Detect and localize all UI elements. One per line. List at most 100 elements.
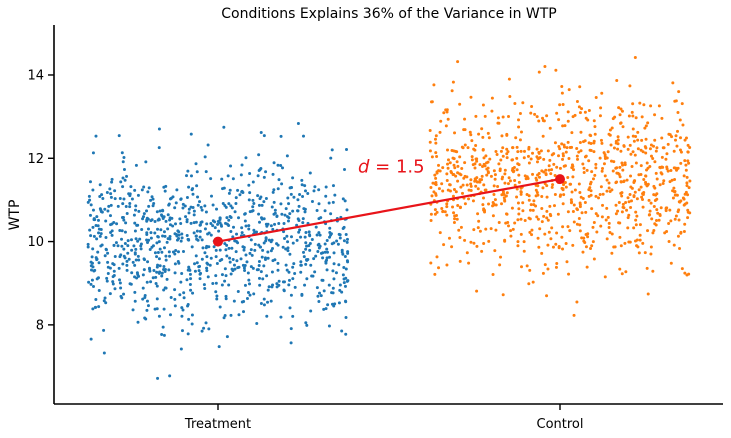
data-point	[262, 241, 266, 245]
data-point	[241, 245, 245, 249]
data-point	[531, 151, 535, 155]
data-point	[590, 244, 594, 248]
data-point	[642, 190, 646, 194]
data-point	[463, 143, 467, 147]
data-point	[227, 283, 231, 287]
data-point	[670, 178, 674, 182]
data-point	[203, 155, 207, 159]
data-point	[133, 290, 137, 294]
data-point	[496, 116, 500, 120]
data-point	[644, 151, 648, 155]
data-point	[230, 267, 234, 271]
data-point	[327, 201, 331, 205]
data-point	[669, 168, 673, 172]
data-point	[628, 240, 632, 244]
data-point	[598, 156, 602, 160]
data-point	[573, 113, 577, 117]
data-point	[561, 247, 565, 251]
data-point	[513, 102, 517, 106]
data-point	[465, 251, 469, 255]
data-point	[253, 248, 257, 252]
data-point	[564, 185, 568, 189]
data-point	[324, 258, 328, 262]
data-point	[284, 247, 288, 251]
data-point	[487, 202, 491, 206]
data-point	[256, 194, 260, 198]
data-point	[96, 250, 100, 254]
y-tick-label: 8	[36, 318, 44, 333]
data-point	[563, 124, 567, 128]
data-point	[296, 198, 300, 202]
data-point	[566, 210, 570, 214]
data-point	[335, 239, 339, 243]
data-point	[552, 204, 556, 208]
data-point	[586, 235, 590, 239]
data-point	[571, 210, 575, 214]
data-point	[640, 138, 644, 142]
data-point	[303, 184, 307, 188]
data-point	[142, 257, 146, 261]
data-point	[259, 301, 263, 305]
data-point	[644, 124, 648, 128]
data-point	[635, 244, 639, 248]
data-point	[135, 223, 139, 227]
data-point	[158, 270, 162, 274]
data-point	[660, 172, 664, 176]
data-point	[341, 226, 345, 230]
data-point	[688, 145, 692, 149]
data-point	[653, 186, 657, 190]
data-point	[653, 198, 657, 202]
data-point	[259, 270, 263, 274]
data-point	[628, 143, 632, 147]
data-point	[679, 136, 683, 140]
data-point	[504, 221, 508, 225]
data-point	[664, 157, 668, 161]
data-point	[225, 216, 229, 220]
data-point	[591, 240, 595, 244]
data-point	[173, 304, 177, 308]
data-point	[229, 230, 233, 234]
data-point	[133, 299, 137, 303]
data-point	[609, 159, 613, 163]
data-point	[649, 252, 653, 256]
data-point	[593, 173, 597, 177]
data-point	[262, 297, 266, 301]
data-point	[325, 247, 329, 251]
data-point	[180, 306, 184, 310]
data-point	[541, 119, 545, 123]
data-point	[201, 246, 205, 250]
data-point	[575, 99, 579, 103]
data-point	[531, 172, 535, 176]
data-point	[614, 212, 618, 216]
data-point	[257, 168, 261, 172]
data-point	[516, 218, 520, 222]
data-point	[655, 208, 659, 212]
data-point	[317, 242, 321, 246]
data-point	[192, 209, 196, 213]
data-point	[134, 208, 138, 212]
data-point	[668, 208, 672, 212]
data-point	[105, 190, 109, 194]
data-point	[450, 245, 454, 249]
data-point	[126, 239, 130, 243]
data-point	[506, 182, 510, 186]
data-point	[640, 195, 644, 199]
data-point	[234, 250, 238, 254]
data-point	[535, 147, 539, 151]
data-point	[500, 202, 504, 206]
data-point	[621, 125, 625, 129]
data-point	[589, 142, 593, 146]
data-point	[575, 154, 579, 158]
data-point	[287, 202, 291, 206]
data-point	[579, 149, 583, 153]
data-point	[641, 150, 645, 154]
data-point	[175, 188, 179, 192]
data-point	[345, 237, 349, 241]
data-point	[93, 268, 97, 272]
data-point	[129, 238, 133, 242]
data-point	[568, 146, 572, 150]
data-point	[198, 229, 202, 233]
data-point	[585, 168, 589, 172]
data-point	[610, 126, 614, 130]
data-point	[298, 228, 302, 232]
